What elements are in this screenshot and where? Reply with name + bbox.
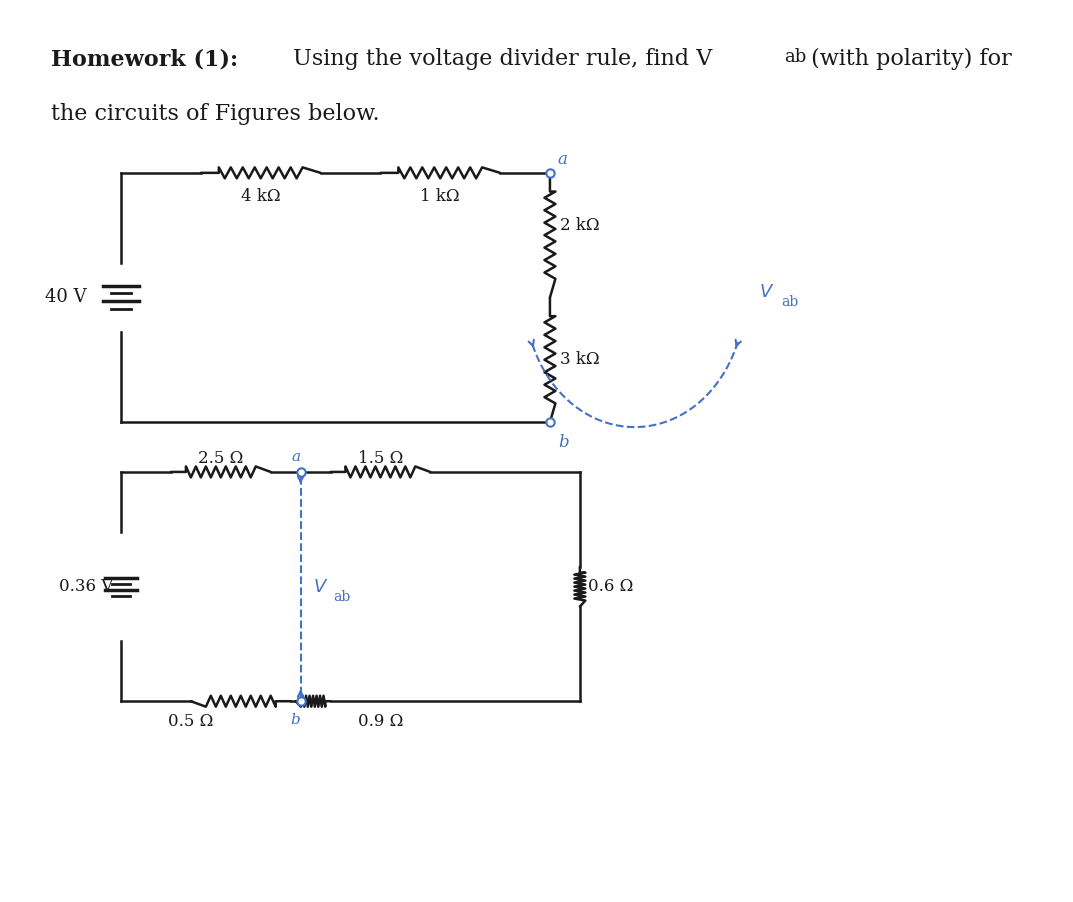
Text: 1.5 Ω: 1.5 Ω — [357, 450, 403, 467]
Text: b: b — [291, 713, 300, 727]
Text: a: a — [291, 450, 300, 464]
Text: ab: ab — [784, 48, 807, 66]
Text: 0.6 Ω: 0.6 Ω — [588, 578, 633, 595]
Text: (with polarity) for: (with polarity) for — [805, 48, 1012, 70]
Text: 40 V: 40 V — [45, 289, 86, 307]
Text: 4 kΩ: 4 kΩ — [241, 188, 280, 205]
Text: $V$: $V$ — [760, 283, 775, 301]
Text: 3 kΩ: 3 kΩ — [560, 351, 600, 368]
Text: 2 kΩ: 2 kΩ — [560, 216, 600, 234]
Text: ab: ab — [781, 296, 798, 309]
Text: 0.9 Ω: 0.9 Ω — [357, 713, 403, 731]
Text: 2.5 Ω: 2.5 Ω — [199, 450, 244, 467]
Text: Homework (1):: Homework (1): — [52, 48, 238, 70]
Text: b: b — [558, 434, 569, 451]
Text: a: a — [558, 151, 568, 168]
Text: ab: ab — [334, 590, 351, 603]
Text: 0.36 V: 0.36 V — [59, 578, 113, 595]
Text: the circuits of Figures below.: the circuits of Figures below. — [52, 103, 380, 125]
Text: 1 kΩ: 1 kΩ — [421, 188, 460, 205]
Text: $V$: $V$ — [312, 577, 328, 595]
Text: Using the voltage divider rule, find V: Using the voltage divider rule, find V — [285, 48, 712, 70]
Text: 0.5 Ω: 0.5 Ω — [168, 713, 214, 731]
